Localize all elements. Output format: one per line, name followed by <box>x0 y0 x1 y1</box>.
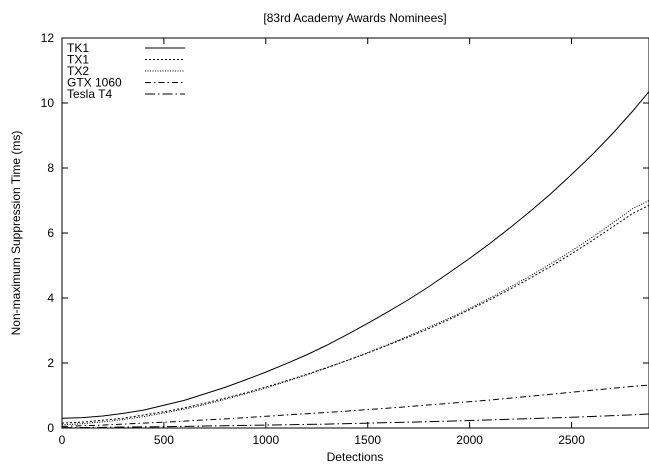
y-tick-label: 2 <box>47 356 54 370</box>
legend-label-tesla-t4: Tesla T4 <box>67 87 112 101</box>
y-axis-label: Non-maximum Suppression Time (ms) <box>9 131 23 336</box>
legend-label-tx2: TX2 <box>67 64 89 78</box>
x-tick-label: 0 <box>59 433 66 447</box>
legend-label-tk1: TK1 <box>67 41 89 55</box>
x-axis-label: Detections <box>327 450 384 464</box>
plot-frame <box>61 37 649 429</box>
x-tick-label: 1000 <box>252 433 279 447</box>
y-tick-label: 10 <box>41 96 55 110</box>
series-line-gtx-1060 <box>61 384 649 427</box>
y-tick-label: 12 <box>41 31 55 45</box>
x-tick-label: 2500 <box>558 433 585 447</box>
y-tick-label: 6 <box>47 226 54 240</box>
series-line-tx2 <box>61 200 649 426</box>
legend-label-tx1: TX1 <box>67 53 89 67</box>
series-line-tesla-t4 <box>61 413 649 429</box>
x-tick-label: 500 <box>154 433 174 447</box>
y-tick-label: 0 <box>47 421 54 435</box>
chart-title: [83rd Academy Awards Nominees] <box>263 11 446 25</box>
x-tick-label: 1500 <box>354 433 381 447</box>
series-lines <box>61 91 649 429</box>
y-tick-label: 4 <box>47 291 54 305</box>
legend-label-gtx-1060: GTX 1060 <box>67 76 122 90</box>
axis-ticks: 0 500 1000 1500 2000 2500 0 2 4 6 8 10 12 <box>41 31 649 447</box>
series-line-tx1 <box>61 204 649 424</box>
x-tick-label: 2000 <box>456 433 483 447</box>
y-tick-label: 8 <box>47 161 54 175</box>
series-line-tk1 <box>61 91 649 419</box>
